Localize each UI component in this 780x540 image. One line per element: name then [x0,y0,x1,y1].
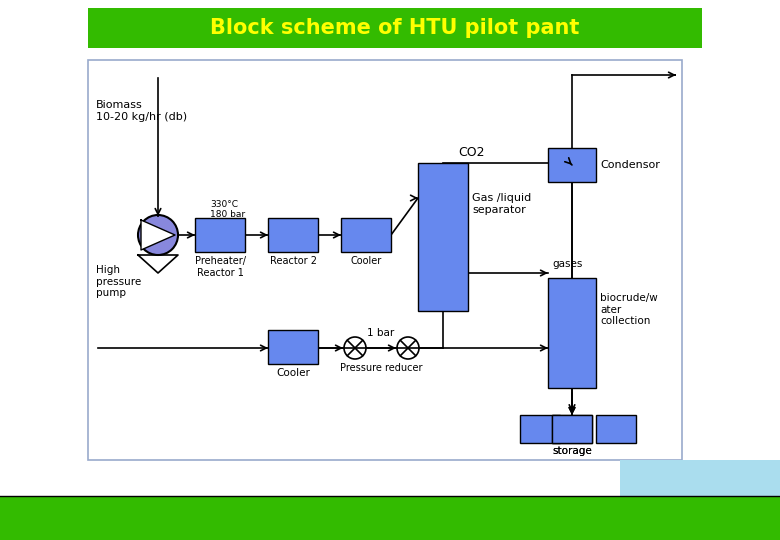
Text: Gas /liquid
separator: Gas /liquid separator [472,193,531,214]
Bar [0,496,780,540]
Text: Pressure reducer: Pressure reducer [340,363,422,373]
Text: Block scheme of HTU pilot pant: Block scheme of HTU pilot pant [211,18,580,38]
Text: biocrude/w
ater
collection: biocrude/w ater collection [600,293,658,326]
Bar [0,510,780,528]
Bar [548,148,596,182]
Text: 330°C
180 bar: 330°C 180 bar [210,200,245,219]
Bar [0,496,780,514]
Text: Cooler: Cooler [276,368,310,378]
Text: storage: storage [552,446,592,456]
Text: 1 bar: 1 bar [367,328,395,338]
Bar [620,460,780,538]
Text: Preheater/
Reactor 1: Preheater/ Reactor 1 [194,256,246,278]
Circle shape [138,215,178,255]
Bar [596,415,636,443]
Bar [552,415,592,443]
Bar [520,415,560,443]
Bar [548,278,596,388]
Text: 9: 9 [265,510,274,524]
Bar [195,218,245,252]
Text: High
pressure
pump: High pressure pump [96,265,141,298]
Bar [552,415,592,443]
Text: Biomass
10-20 kg/hr (db): Biomass 10-20 kg/hr (db) [96,100,187,122]
Bar [88,60,682,460]
Text: Condensor: Condensor [600,160,660,170]
Bar [0,514,200,536]
Text: storage: storage [552,446,592,456]
Text: gases: gases [552,259,583,269]
Text: BIOFUEL B.V.: BIOFUEL B.V. [12,510,114,524]
Bar [268,330,318,364]
Text: Reactor 2: Reactor 2 [270,256,317,266]
Bar [268,218,318,252]
Text: Cooler: Cooler [350,256,381,266]
Bar [88,8,702,48]
Bar [5,500,195,534]
Text: CO2: CO2 [458,146,484,159]
Bar [418,163,468,311]
Polygon shape [141,220,175,250]
Bar [341,218,391,252]
